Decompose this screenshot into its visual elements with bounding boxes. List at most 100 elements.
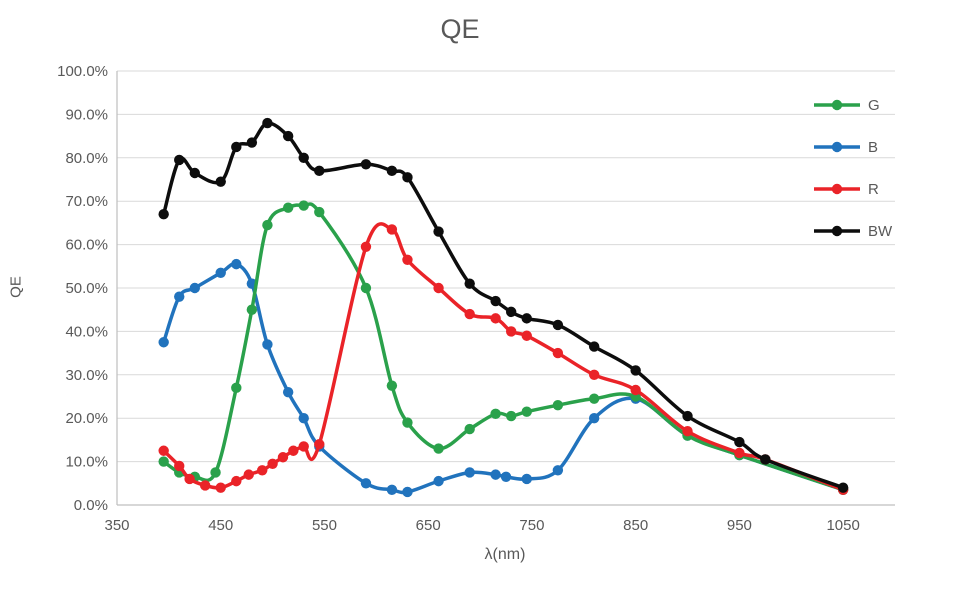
data-point-G[interactable]: [231, 382, 242, 394]
data-point-R[interactable]: [288, 445, 299, 456]
x-tick-label: 950: [727, 517, 752, 534]
data-point-R[interactable]: [386, 224, 398, 235]
data-point-G[interactable]: [246, 304, 258, 315]
data-point-R[interactable]: [521, 330, 532, 341]
legend-label: G: [868, 96, 880, 114]
data-point-B[interactable]: [386, 484, 398, 496]
data-point-BW[interactable]: [231, 141, 242, 153]
data-point-G[interactable]: [552, 399, 564, 411]
data-point-B[interactable]: [189, 282, 200, 294]
data-point-BW[interactable]: [158, 209, 169, 220]
data-point-R[interactable]: [257, 465, 268, 476]
data-point-BW[interactable]: [734, 436, 745, 448]
data-point-BW[interactable]: [189, 167, 200, 179]
data-point-B[interactable]: [231, 258, 242, 270]
data-point-R[interactable]: [433, 282, 444, 294]
data-point-B[interactable]: [500, 471, 512, 482]
series-BW[interactable]: [158, 117, 849, 493]
data-point-R[interactable]: [158, 445, 169, 456]
data-point-BW[interactable]: [682, 410, 693, 422]
data-point-R[interactable]: [174, 460, 185, 472]
data-point-G[interactable]: [210, 467, 221, 478]
data-point-BW[interactable]: [246, 137, 258, 148]
data-point-B[interactable]: [521, 473, 532, 485]
legend-item-R[interactable]: R: [812, 179, 892, 199]
data-point-G[interactable]: [588, 393, 600, 404]
data-point-R[interactable]: [552, 347, 564, 359]
data-point-G[interactable]: [490, 408, 501, 420]
data-point-BW[interactable]: [386, 165, 398, 177]
data-point-BW[interactable]: [837, 482, 849, 493]
data-point-G[interactable]: [521, 406, 532, 417]
data-point-G[interactable]: [298, 200, 309, 211]
data-point-BW[interactable]: [588, 341, 600, 352]
data-point-G[interactable]: [433, 443, 444, 454]
data-point-B[interactable]: [174, 291, 185, 302]
data-point-R[interactable]: [215, 482, 226, 493]
data-point-R[interactable]: [588, 369, 600, 380]
data-point-BW[interactable]: [760, 454, 771, 465]
data-point-BW[interactable]: [552, 319, 564, 331]
legend-item-BW[interactable]: BW: [812, 221, 892, 241]
chart-title[interactable]: QE: [440, 14, 480, 44]
data-point-G[interactable]: [360, 282, 372, 294]
data-point-R[interactable]: [277, 452, 289, 463]
data-point-R[interactable]: [184, 473, 195, 485]
data-point-R[interactable]: [505, 326, 517, 337]
data-point-R[interactable]: [243, 469, 254, 480]
x-tick-label: 650: [416, 517, 441, 534]
data-point-R[interactable]: [682, 426, 693, 437]
data-point-R[interactable]: [314, 439, 325, 450]
data-point-G[interactable]: [282, 202, 294, 213]
data-point-BW[interactable]: [490, 295, 501, 307]
data-point-R[interactable]: [360, 241, 372, 252]
legend-item-G[interactable]: G: [812, 95, 892, 115]
data-point-B[interactable]: [298, 413, 309, 424]
data-point-G[interactable]: [386, 380, 398, 391]
data-point-R[interactable]: [490, 313, 501, 324]
data-point-B[interactable]: [464, 467, 475, 478]
data-point-BW[interactable]: [630, 365, 641, 376]
data-point-B[interactable]: [490, 469, 501, 480]
data-point-G[interactable]: [158, 456, 169, 467]
data-point-BW[interactable]: [262, 117, 273, 129]
data-point-B[interactable]: [588, 413, 600, 424]
x-axis-title[interactable]: λ(nm): [484, 546, 526, 563]
data-point-G[interactable]: [262, 219, 273, 231]
data-point-R[interactable]: [734, 447, 745, 459]
series-R[interactable]: [158, 222, 849, 496]
data-point-BW[interactable]: [402, 172, 413, 183]
data-point-BW[interactable]: [215, 176, 226, 187]
data-point-G[interactable]: [505, 410, 517, 422]
data-point-R[interactable]: [267, 458, 278, 469]
data-point-G[interactable]: [402, 417, 413, 428]
legend-item-B[interactable]: B: [812, 137, 892, 157]
data-point-BW[interactable]: [505, 306, 517, 318]
data-point-B[interactable]: [433, 475, 444, 487]
data-point-B[interactable]: [215, 267, 226, 279]
data-point-B[interactable]: [360, 478, 372, 489]
data-point-BW[interactable]: [314, 165, 325, 177]
data-point-B[interactable]: [262, 339, 273, 350]
data-point-BW[interactable]: [174, 154, 185, 166]
data-point-BW[interactable]: [360, 159, 372, 170]
data-point-BW[interactable]: [282, 130, 294, 142]
y-axis-title[interactable]: QE: [7, 276, 25, 298]
data-point-R[interactable]: [630, 384, 641, 396]
data-point-BW[interactable]: [464, 278, 475, 289]
data-point-B[interactable]: [158, 337, 169, 348]
data-point-B[interactable]: [282, 386, 294, 398]
data-point-R[interactable]: [298, 441, 309, 452]
data-point-BW[interactable]: [521, 313, 532, 324]
series-line-BW[interactable]: [161, 121, 845, 490]
data-point-R[interactable]: [231, 475, 242, 487]
data-point-BW[interactable]: [298, 152, 309, 163]
data-point-R[interactable]: [199, 480, 211, 491]
data-point-B[interactable]: [552, 465, 564, 476]
data-point-G[interactable]: [314, 206, 325, 218]
data-point-G[interactable]: [464, 423, 475, 435]
data-point-R[interactable]: [402, 254, 413, 265]
data-point-B[interactable]: [402, 486, 413, 498]
data-point-R[interactable]: [464, 308, 475, 320]
data-point-BW[interactable]: [433, 226, 444, 237]
